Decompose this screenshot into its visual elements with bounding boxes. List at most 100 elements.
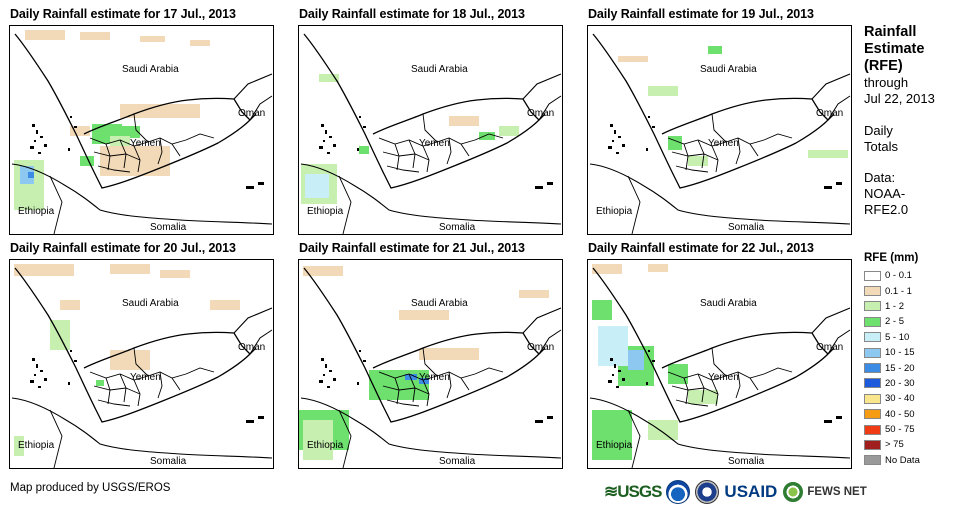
africa-border (49, 175, 63, 234)
place-label-somalia: Somalia (150, 456, 187, 467)
sidebar-title-line2: Estimate (864, 41, 925, 57)
oman-border (522, 307, 562, 334)
place-label-ethiopia: Ethiopia (18, 206, 55, 217)
rainfall-patch (14, 264, 74, 276)
map-panel-22jul: Daily Rainfall estimate for 22 Jul., 201… (587, 241, 852, 471)
map-panel-18jul: Daily Rainfall estimate for 18 Jul., 201… (298, 7, 563, 237)
yemen-border (661, 97, 829, 135)
map-base (299, 266, 562, 468)
place-label-saudi: Saudi Arabia (411, 64, 468, 75)
rainfall-patch (190, 40, 210, 46)
oman-border-2 (827, 95, 851, 121)
legend-swatch (864, 363, 881, 374)
place-label-oman: Oman (238, 342, 266, 353)
socotra-islands (246, 416, 264, 423)
place-label-yemen: Yemen (708, 138, 739, 149)
map-panel-21jul: Daily Rainfall estimate for 21 Jul., 201… (298, 241, 563, 471)
place-label-somalia: Somalia (439, 456, 476, 467)
fews-net-logo: FEWS NET (807, 486, 867, 498)
coastline (14, 33, 257, 189)
oman-border (811, 307, 851, 334)
sidebar-date: Jul 22, 2013 (864, 91, 935, 106)
governorate-lines (378, 347, 504, 407)
rainfall-patch (80, 156, 94, 166)
rainfall-cells (14, 264, 240, 456)
sidebar-totals: Totals (864, 139, 898, 154)
socotra-islands (535, 182, 553, 189)
rainfall-patch (708, 46, 722, 54)
governorate-lines (89, 113, 215, 173)
legend: RFE (mm) 0 - 0.1 0.1 - 1 1 - 2 2 - 5 5 -… (864, 252, 964, 468)
map-credit: Map produced by USGS/EROS (10, 482, 171, 494)
legend-swatch (864, 455, 881, 466)
rainfall-patch (110, 350, 150, 370)
red-sea-islands (319, 350, 366, 388)
place-label-ethiopia: Ethiopia (18, 440, 55, 451)
africa-coast (300, 397, 562, 459)
legend-label: 20 - 30 (885, 377, 915, 389)
place-label-yemen: Yemen (130, 372, 161, 383)
place-label-oman: Oman (238, 108, 266, 119)
rainfall-patch (25, 30, 65, 40)
place-label-saudi: Saudi Arabia (700, 298, 757, 309)
oman-border-2 (538, 95, 562, 121)
legend-label: > 75 (885, 439, 904, 451)
rainfall-patch (28, 172, 34, 178)
oman-border (233, 73, 273, 100)
yemen-border (83, 97, 251, 135)
map-base (300, 33, 562, 234)
africa-border (338, 175, 352, 234)
red-sea-islands (30, 116, 77, 154)
legend-item: 10 - 15 (864, 345, 964, 360)
africa-coast (11, 397, 273, 459)
governorate-lines (667, 347, 793, 407)
socotra-islands (824, 182, 842, 189)
legend-item: 50 - 75 (864, 422, 964, 437)
legend-label: 10 - 15 (885, 347, 915, 359)
panel-title: Daily Rainfall estimate for 18 Jul., 201… (299, 7, 525, 21)
place-label-yemen: Yemen (419, 372, 450, 383)
place-label-saudi: Saudi Arabia (700, 64, 757, 75)
rainfall-cells (299, 266, 549, 460)
rainfall-patch (479, 132, 495, 140)
coastline (303, 33, 546, 189)
socotra-islands (824, 416, 842, 423)
legend-swatch (864, 301, 881, 312)
legend-item: > 75 (864, 437, 964, 452)
place-label-ethiopia: Ethiopia (307, 206, 344, 217)
sidebar-title-line3: (RFE) (864, 58, 903, 74)
place-label-saudi: Saudi Arabia (122, 64, 179, 75)
oman-border (233, 307, 273, 334)
governorate-lines (378, 113, 504, 173)
red-sea-islands (319, 116, 366, 154)
place-label-ethiopia: Ethiopia (596, 440, 633, 451)
yemen-border (83, 331, 251, 369)
socotra-islands (535, 416, 553, 423)
map-base (589, 33, 851, 234)
map-base (589, 264, 851, 468)
agency-logos: ≋USGS USAID FEWS NET (604, 479, 867, 505)
panel-title: Daily Rainfall estimate for 21 Jul., 201… (299, 241, 525, 255)
rainfall-patch (592, 300, 612, 320)
yemen-border (661, 331, 829, 369)
sidebar-rfe: RFE2.0 (864, 202, 909, 217)
place-label-oman: Oman (816, 342, 844, 353)
rainfall-patch (303, 266, 343, 276)
oman-border-2 (827, 329, 851, 355)
fews-globe-icon (783, 482, 804, 502)
legend-item: 15 - 20 (864, 360, 964, 375)
map-panel-19jul: Daily Rainfall estimate for 19 Jul., 201… (587, 7, 852, 237)
socotra-islands (246, 182, 264, 189)
rainfall-map: Saudi Arabia Oman Yemen Ethiopia Somalia (298, 259, 563, 469)
sidebar-noaa: NOAA- (864, 186, 906, 201)
rainfall-map: Saudi Arabia Oman Yemen Ethiopia Somalia (587, 259, 852, 469)
rainfall-cells (14, 30, 210, 210)
rainfall-patch (60, 300, 80, 310)
red-sea-islands (608, 350, 655, 388)
oman-border-2 (538, 329, 562, 355)
legend-item: 5 - 10 (864, 330, 964, 345)
legend-item: 0.1 - 1 (864, 283, 964, 298)
africa-coast (11, 163, 273, 225)
rainfall-map: Saudi Arabia Oman Yemen Ethiopia Somalia (9, 259, 274, 469)
panel-title: Daily Rainfall estimate for 20 Jul., 201… (10, 241, 236, 255)
